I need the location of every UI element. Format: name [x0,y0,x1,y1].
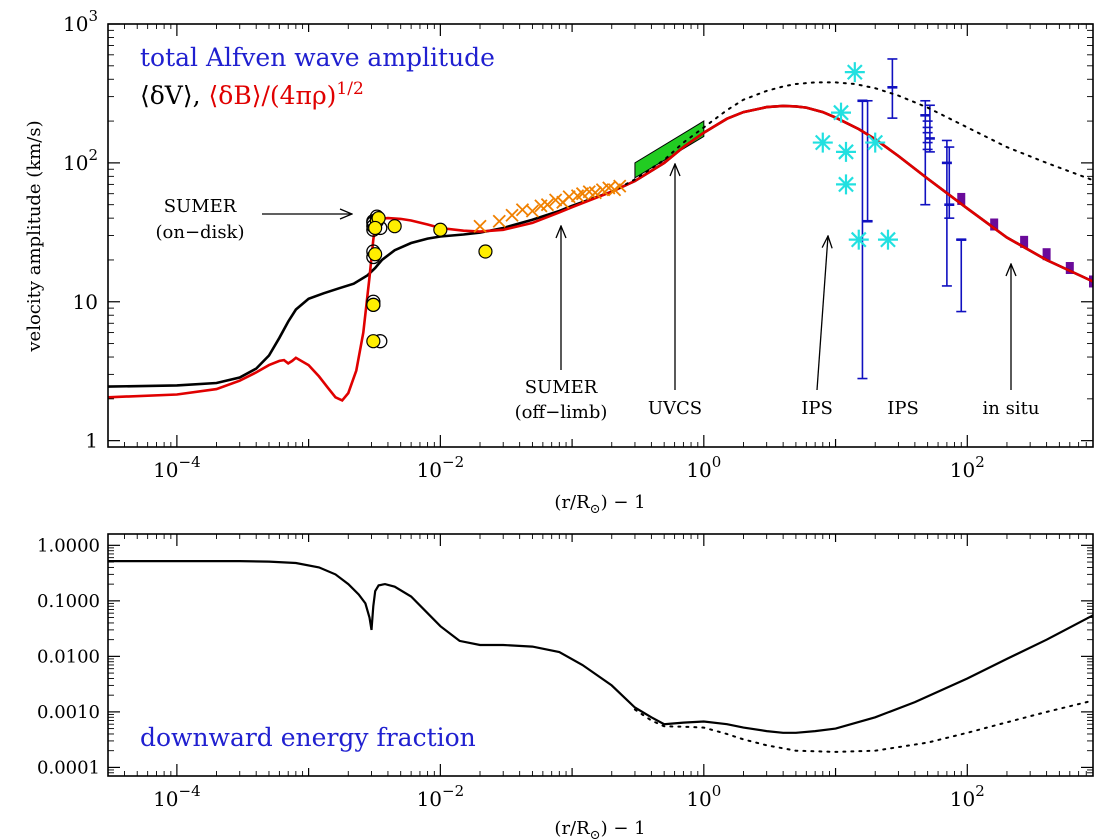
uvcs-band [634,120,705,179]
sumer-off-limb-point [540,198,555,212]
sumer-off-limb-point [525,204,540,218]
top-x-tick-label: 10−4 [153,453,201,482]
annotation-ips-2: IPS [887,398,919,419]
ips-star-point [831,102,852,123]
ips-star-point [877,229,898,250]
bottom-x-tick-label: 10−2 [417,782,465,811]
top-title-db-sup: 1/2 [336,79,363,99]
top-y-tick-label: 1 [85,429,98,453]
in-situ-point [957,192,966,205]
top-xlabel-tail: ) − 1 [601,492,646,513]
sumer-off-limb-point [505,208,519,222]
top-title-line2: ⟨δV⟩, ⟨δB⟩/(4πρ)1/2 [140,79,364,110]
ips-star-point [835,174,856,195]
top-axis-ticks: 10−4 10−2 100 102 1 10 102 103 [63,7,1094,482]
downward-energy-fraction-panel: 10−4 10−2 100 102 1.0000 0.1000 0.0100 0.0010 0.… [37,533,1094,839]
sumer-on-disk-yellow-point [366,334,381,349]
sumer-off-limb-point [613,179,627,193]
bottom-y-tick-label: 0.0010 [37,702,100,723]
sumer-on-disk-yellow-point [387,219,402,234]
bottom-data [108,560,1093,753]
bottom-xlabel-main: (r/R [554,818,590,839]
top-title-dv: ⟨δV⟩, [140,81,209,110]
in-situ-point [990,218,999,231]
top-y-tick-label: 102 [63,146,98,175]
bottom-x-tick-label: 100 [686,782,721,811]
in-situ-point [1042,248,1051,261]
velocity-amplitude-panel: 10−4 10−2 100 102 1 10 102 103 total Alfven wav… [24,7,1094,517]
annotation-ips-1: IPS [801,398,833,419]
bottom-axes-frame [107,533,1094,777]
top-title-line1: total Alfven wave amplitude [140,43,495,72]
annotation-uvcs: UVCS [648,398,702,419]
bottom-panel-label: downward energy fraction [140,723,476,752]
top-plot-area [108,58,1093,402]
top-title-db: ⟨δB⟩/(4πρ) [209,81,337,110]
bottom-y-tick-label: 0.0001 [37,757,100,778]
bottom-x-tick-label: 10−4 [153,782,201,811]
top-xlabel-sub: ⊙ [590,502,601,517]
sumer-on-disk-yellow-point [366,297,381,312]
top-ylabel: velocity amplitude (km/s) [24,120,45,352]
bottom-plot-area [108,560,1093,753]
sumer-off-limb-point [473,219,487,233]
sumer-on-disk-yellow-point [368,247,383,262]
annotation-sumer-on-disk: SUMER (on−disk) [156,196,245,243]
in-situ-point [1065,262,1074,275]
ips-star-point [865,132,886,153]
ips-star-point [812,132,833,153]
bottom-axis-ticks: 10−4 10−2 100 102 1.0000 0.1000 0.0100 0.0010 0.… [37,534,1094,811]
bottom-y-tick-label: 0.1000 [37,591,100,612]
bottom-x-tick-label: 102 [950,782,985,811]
annotation-in-situ: in situ [983,398,1040,419]
sumer-off-limb-point [588,186,602,200]
bottom-y-tick-label: 0.0100 [37,646,100,667]
top-xlabel-main: (r/R [554,492,590,513]
top-x-tick-label: 10−2 [417,453,465,482]
top-x-tick-label: 102 [950,453,985,482]
sumer-off-limb-point [548,193,563,207]
series-db [108,104,1093,402]
series-dv_dot [610,81,1093,193]
annotation-sumer-on-line2: (on−disk) [156,222,245,243]
bottom-xlabel-sub: ⊙ [590,828,601,839]
sumer-off-limb-point [492,214,506,228]
ips-star-point [848,229,869,250]
ips-star-point [835,141,856,162]
bottom-xlabel-tail: ) − 1 [601,818,646,839]
annotation-sumer-off-line1: SUMER [525,377,598,398]
sumer-on-disk-yellow-point [368,220,383,236]
series-dv [108,104,1093,388]
top-data [108,58,1093,402]
annotation-arrows [262,164,1011,391]
top-y-tick-label: 10 [73,290,98,314]
arrow-ips-1 [816,236,828,391]
sumer-on-disk-yellow-point [433,222,448,237]
series-frac_dot [633,699,1093,753]
top-x-tick-label: 100 [686,453,721,482]
annotation-sumer-off-line2: (off−limb) [515,402,608,423]
ips-star-point [844,62,865,83]
bottom-xlabel: (r/R⊙) − 1 [554,818,645,839]
bottom-y-tick-label: 1.0000 [37,535,100,556]
series-frac [108,560,1093,734]
annotation-sumer-on-line1: SUMER [164,196,237,217]
sumer-on-disk-yellow-point [478,244,493,259]
top-xlabel: (r/R⊙) − 1 [554,492,645,517]
top-y-tick-label: 103 [63,7,98,36]
in-situ-point [1020,235,1029,248]
annotation-sumer-off-limb: SUMER (off−limb) [515,377,608,423]
